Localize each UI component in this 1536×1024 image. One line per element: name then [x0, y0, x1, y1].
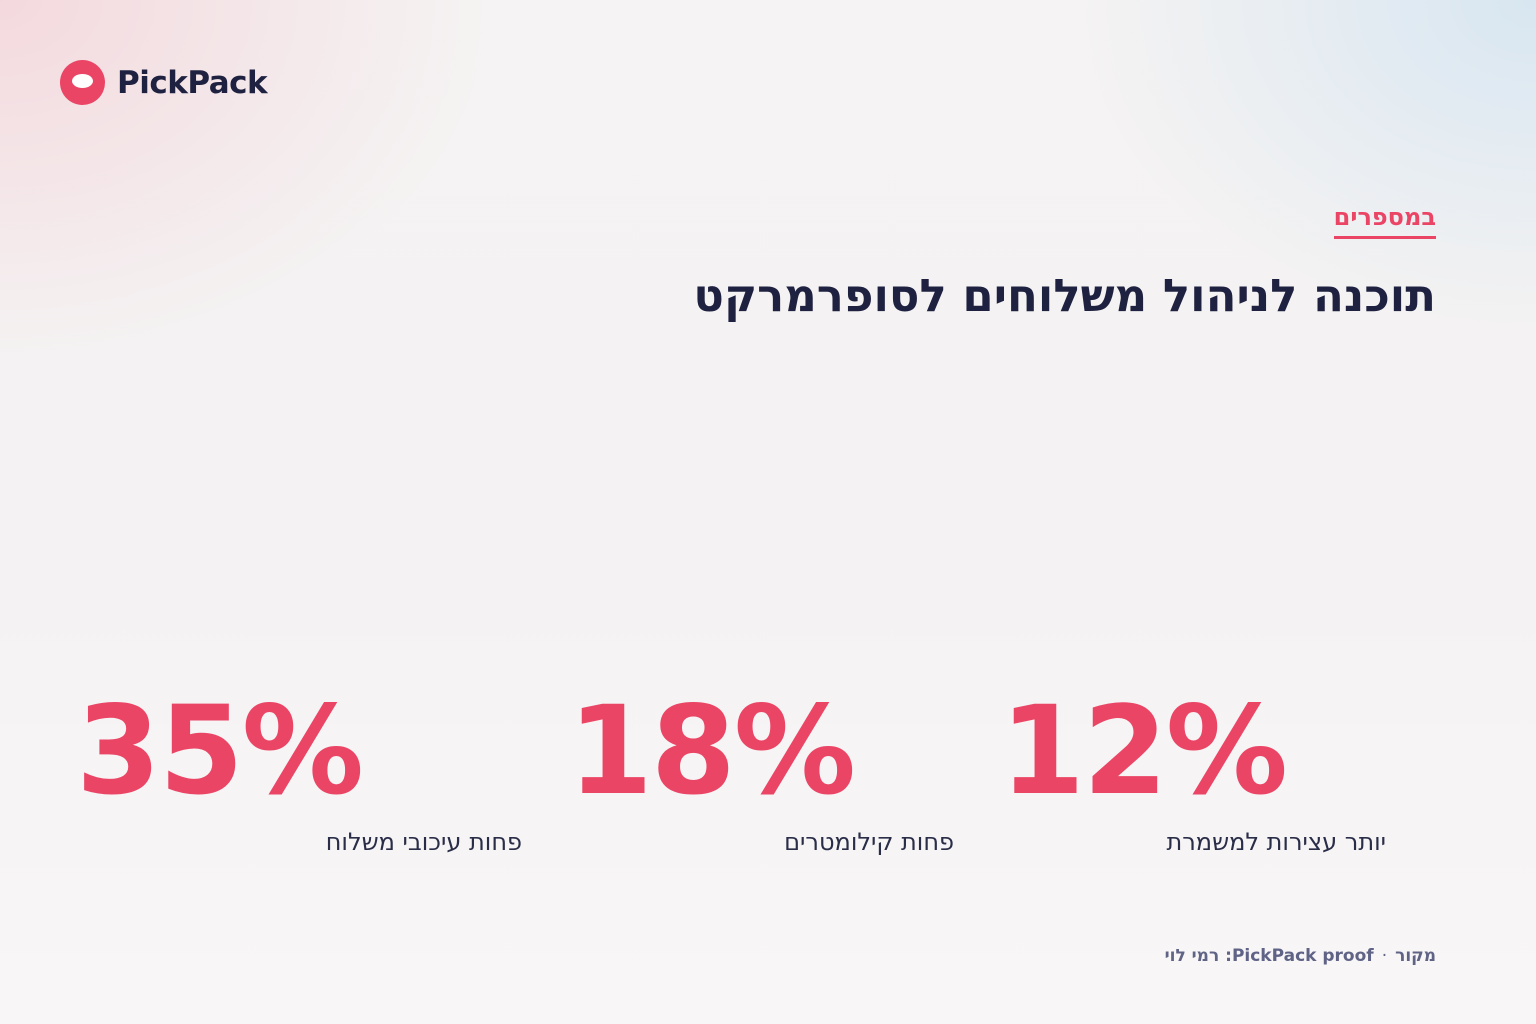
brand-name: PickPack	[117, 64, 268, 101]
source-note: מקור · PickPack proof: רמי לוי	[1165, 946, 1436, 966]
source-text: PickPack proof: רמי לוי	[1164, 946, 1374, 966]
stat-label: פחות קילומטרים	[784, 828, 954, 856]
page-title: תוכנה לניהול משלוחים לסופרמרקט	[693, 269, 1436, 322]
stat-label: יותר עצירות למשמרת	[1166, 828, 1386, 856]
logo-mark-icon	[60, 60, 105, 105]
brand-logo[interactable]: PickPack	[60, 60, 268, 105]
source-separator: ·	[1381, 946, 1388, 966]
stat-value: 18%	[567, 680, 856, 822]
stat-value: 12%	[999, 680, 1288, 822]
stat-label: פחות עיכובי משלוח	[325, 828, 522, 856]
source-label: מקור	[1395, 946, 1436, 966]
stat-value: 35%	[75, 680, 364, 822]
eyebrow-label: במספרים	[1333, 203, 1436, 239]
